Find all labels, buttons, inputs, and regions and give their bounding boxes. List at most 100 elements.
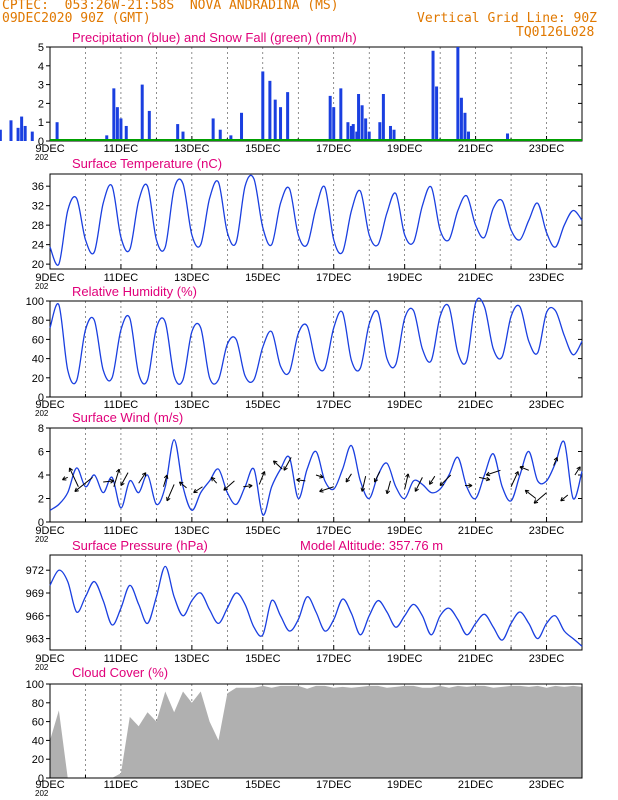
x-tick-label: 13DEC (174, 272, 210, 284)
precip-bar (124, 125, 128, 141)
plot-frame (49, 300, 583, 398)
x-tick-label: 9DEC (35, 272, 64, 284)
x-tick-label: 9DEC (35, 653, 64, 665)
precip-bar (388, 125, 392, 141)
year-label: 202 (35, 409, 49, 418)
cloud-cover-area (50, 685, 582, 778)
x-tick-label: 17DEC (316, 143, 352, 155)
wind-arrow-head (553, 456, 559, 462)
precip-bar (9, 120, 13, 141)
wind-arrow (486, 469, 501, 476)
wind-arrow-head (74, 487, 79, 492)
y-tick-label: 969 (26, 588, 44, 600)
wind-arrow-head (261, 471, 266, 476)
x-tick-label: 13DEC (174, 143, 210, 155)
precip-bar (240, 112, 244, 141)
precip-bar (392, 129, 396, 141)
y-tick-label: 60 (32, 717, 44, 729)
wind-arrow (533, 492, 547, 504)
x-tick-label: 17DEC (316, 779, 352, 791)
precip-bar (351, 124, 355, 141)
x-tick-label: 15DEC (245, 272, 281, 284)
wind-arrow (69, 467, 79, 487)
precip-bar (261, 71, 265, 141)
vertical-grid-label: Vertical Grid Line: 90Z (417, 11, 598, 26)
x-tick-label: 23DEC (529, 143, 565, 155)
y-tick-label: 40 (32, 354, 44, 366)
wind-arrow (345, 473, 352, 483)
precip-bar (360, 105, 364, 141)
x-tick-label: 13DEC (174, 525, 210, 537)
y-tick-label: 32 (32, 201, 44, 213)
panel-rh (46, 297, 583, 398)
wind-arrow (361, 476, 367, 492)
x-tick-label: 9DEC (35, 399, 64, 411)
wind-arrow-head (560, 496, 565, 502)
wind-arrow (223, 480, 235, 491)
y-tick-label: 2 (38, 98, 44, 110)
wind-arrow (211, 477, 218, 484)
y-tick-label: 0 (38, 136, 44, 148)
temp-series-line (49, 174, 583, 266)
y-tick-label: 100 (26, 296, 44, 308)
wind-arrow-head (373, 478, 379, 483)
precip-bar (105, 135, 109, 141)
y-tick-label: 2 (38, 494, 44, 506)
wind-arrow-head (62, 476, 67, 481)
x-tick-label: 11DEC (104, 525, 139, 537)
wind-arrow-head (272, 460, 278, 465)
wind-arrow-head (319, 474, 324, 479)
y-tick-label: 1 (38, 117, 44, 129)
precip-bar (435, 86, 439, 141)
x-tick-label: 15DEC (245, 525, 281, 537)
year-label: 202 (35, 153, 49, 162)
y-tick-label: 60 (32, 334, 44, 346)
precip-bar (140, 84, 144, 141)
y-tick-label: 36 (32, 181, 44, 193)
panel-title: Precipitation (blue) and Snow Fall (gree… (72, 30, 357, 45)
wind-arrow (560, 494, 569, 502)
x-tick-label: 13DEC (174, 399, 210, 411)
precip-bar (364, 118, 368, 141)
wind-arrow (439, 474, 452, 486)
y-tick-label: 963 (26, 634, 44, 646)
precip-bar (119, 118, 123, 141)
wind-arrow (138, 472, 147, 484)
wind-arrow-head (439, 481, 445, 487)
wind-arrow-head (485, 476, 491, 482)
x-tick-label: 11DEC (104, 143, 139, 155)
wind-arrow-head (193, 488, 198, 494)
wind-arrow-head (248, 483, 253, 489)
panel-title: Relative Humidity (%) (72, 284, 197, 299)
panel-title: Surface Temperature (nC) (72, 156, 222, 171)
wind-arrow (510, 471, 519, 487)
wind-arrow-head (120, 481, 125, 486)
rh-series-line (49, 297, 583, 385)
precip-bar (357, 94, 361, 141)
panel-pres (46, 554, 583, 651)
wind-arrow (479, 476, 490, 481)
panel-title: Cloud Cover (%) (72, 665, 168, 680)
x-tick-label: 15DEC (245, 653, 281, 665)
wind-arrow-head (405, 473, 410, 478)
year-label: 202 (35, 789, 49, 798)
precip-bar (367, 131, 371, 141)
wind-arrow (319, 486, 334, 492)
x-tick-label: 21DEC (458, 525, 494, 537)
plot-frame (49, 46, 583, 142)
precip-bar (16, 127, 20, 141)
precip-bar (349, 125, 353, 141)
x-tick-label: 19DEC (387, 272, 423, 284)
precip-bar (459, 97, 463, 141)
x-tick-label: 19DEC (387, 653, 423, 665)
wind-arrow-head (345, 478, 350, 483)
x-tick-label: 15DEC (245, 143, 281, 155)
precip-bar (30, 131, 34, 141)
panel-temp (46, 173, 583, 270)
wind-arrow-head (223, 486, 228, 491)
x-tick-label: 11DEC (104, 653, 139, 665)
year-label: 202 (35, 663, 49, 672)
precip-bar (115, 107, 119, 141)
precip-bar (355, 131, 359, 141)
